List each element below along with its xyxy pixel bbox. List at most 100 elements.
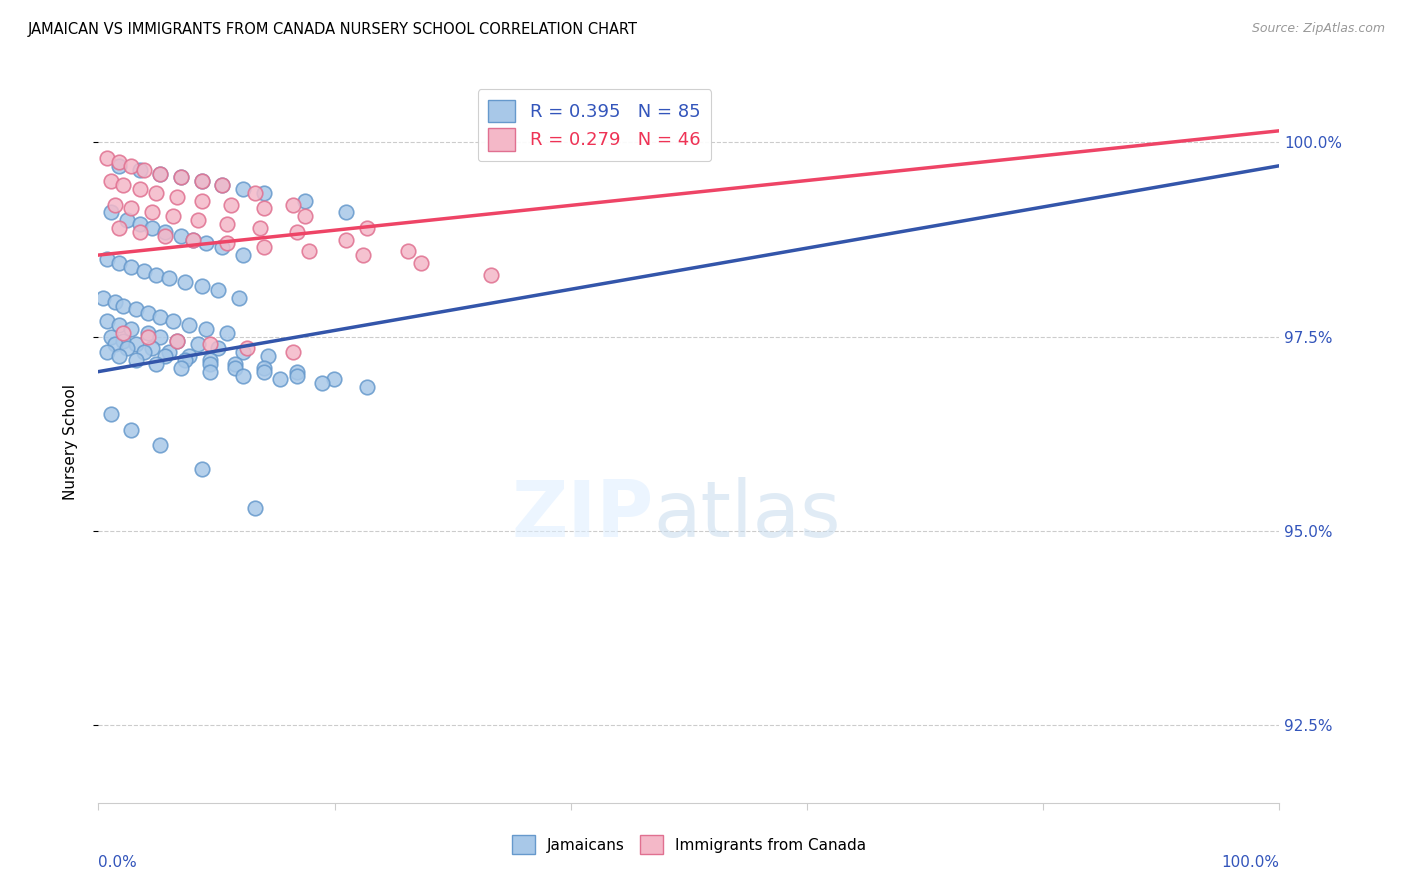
Point — [232, 248, 254, 262]
Point — [112, 334, 135, 348]
Point — [269, 372, 291, 386]
Point — [236, 341, 259, 355]
Point — [104, 294, 127, 309]
Point — [257, 349, 280, 363]
Point — [285, 365, 308, 379]
Point — [335, 233, 357, 247]
Point — [153, 349, 176, 363]
Point — [215, 236, 238, 251]
Point — [398, 244, 420, 259]
Point — [281, 197, 304, 211]
Point — [191, 174, 214, 188]
Text: 100.0%: 100.0% — [1222, 855, 1279, 870]
Point — [166, 334, 188, 348]
Point — [211, 178, 233, 193]
Point — [149, 438, 172, 452]
Point — [157, 345, 180, 359]
Point — [298, 244, 321, 259]
Point — [100, 205, 122, 219]
Point — [232, 345, 254, 359]
Y-axis label: Nursery School: Nursery School — [63, 384, 77, 500]
Point — [100, 329, 122, 343]
Point — [132, 263, 155, 277]
Point — [108, 159, 131, 173]
Point — [112, 326, 135, 340]
Point — [108, 318, 131, 332]
Point — [294, 194, 316, 208]
Point — [245, 186, 267, 200]
Point — [132, 162, 155, 177]
Point — [145, 186, 167, 200]
Point — [141, 205, 163, 219]
Point — [174, 275, 197, 289]
Point — [194, 236, 217, 251]
Point — [108, 349, 131, 363]
Point — [112, 299, 135, 313]
Point — [191, 194, 214, 208]
Point — [124, 337, 146, 351]
Point — [191, 461, 214, 475]
Point — [245, 500, 267, 515]
Point — [104, 337, 127, 351]
Point — [96, 314, 118, 328]
Point — [198, 357, 221, 371]
Point — [215, 217, 238, 231]
Point — [253, 202, 276, 216]
Point — [100, 174, 122, 188]
Point — [128, 225, 150, 239]
Point — [149, 329, 172, 343]
Point — [91, 291, 114, 305]
Point — [136, 329, 159, 343]
Point — [136, 306, 159, 320]
Point — [166, 334, 188, 348]
Point — [352, 248, 374, 262]
Point — [96, 252, 118, 266]
Point — [253, 365, 276, 379]
Point — [479, 268, 502, 282]
Point — [174, 353, 197, 368]
Point — [121, 423, 143, 437]
Point — [128, 182, 150, 196]
Point — [232, 182, 254, 196]
Point — [170, 360, 193, 375]
Point — [228, 291, 250, 305]
Point — [145, 357, 167, 371]
Point — [253, 240, 276, 254]
Point — [281, 345, 304, 359]
Point — [294, 209, 316, 223]
Point — [211, 178, 233, 193]
Point — [121, 322, 143, 336]
Text: ZIP: ZIP — [512, 477, 654, 553]
Point — [224, 357, 246, 371]
Point — [232, 368, 254, 383]
Point — [96, 345, 118, 359]
Point — [207, 283, 229, 297]
Point — [149, 167, 172, 181]
Point — [198, 365, 221, 379]
Point — [128, 162, 150, 177]
Point — [285, 368, 308, 383]
Point — [117, 213, 139, 227]
Point — [323, 372, 346, 386]
Point — [153, 225, 176, 239]
Point — [128, 217, 150, 231]
Point — [311, 376, 333, 391]
Point — [224, 360, 246, 375]
Point — [249, 220, 271, 235]
Point — [335, 205, 357, 219]
Point — [121, 202, 143, 216]
Point — [191, 174, 214, 188]
Point — [121, 260, 143, 274]
Point — [211, 240, 233, 254]
Point — [108, 256, 131, 270]
Point — [145, 268, 167, 282]
Point — [198, 353, 221, 368]
Point — [183, 233, 205, 247]
Point — [207, 341, 229, 355]
Point — [162, 209, 184, 223]
Point — [409, 256, 432, 270]
Point — [141, 220, 163, 235]
Point — [198, 337, 221, 351]
Legend: Jamaicans, Immigrants from Canada: Jamaicans, Immigrants from Canada — [506, 830, 872, 860]
Text: Source: ZipAtlas.com: Source: ZipAtlas.com — [1251, 22, 1385, 36]
